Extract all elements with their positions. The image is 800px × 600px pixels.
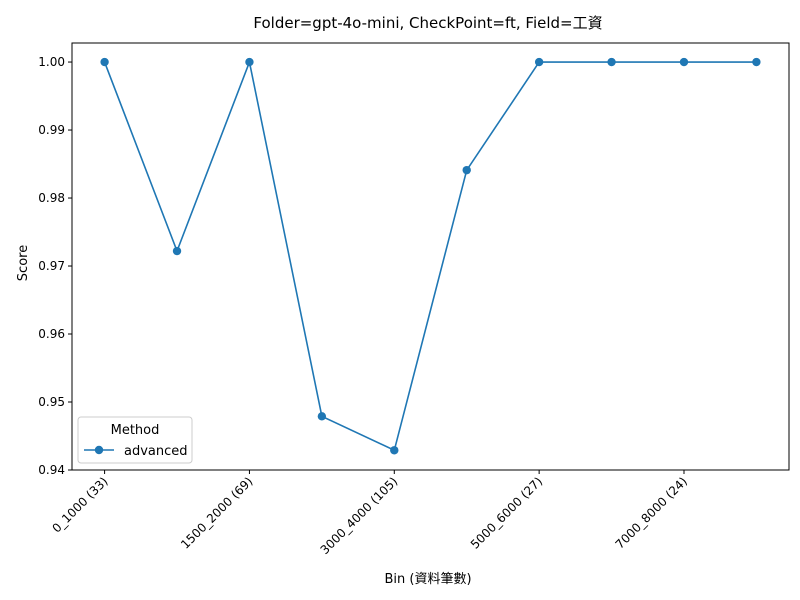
- axes-frame: [71, 42, 790, 471]
- x-axis-label: Bin (資料筆數): [384, 572, 471, 587]
- legend-marker-swatch: [94, 445, 104, 455]
- data-point: [607, 57, 616, 67]
- legend-box: [77, 416, 193, 464]
- y-axis-label: Score: [16, 245, 31, 281]
- data-point: [752, 57, 761, 67]
- data-point: [534, 57, 544, 67]
- series-line-advanced: [103, 59, 757, 452]
- chart-title: Folder=gpt-4o-mini, CheckPoint=ft, Field…: [253, 14, 602, 32]
- y-tick-label: 0.98: [38, 191, 65, 205]
- y-tick-label: 0.97: [38, 259, 65, 273]
- data-point: [462, 165, 471, 175]
- data-point: [679, 57, 689, 67]
- y-tick-label: 0.96: [38, 327, 65, 341]
- data-point: [390, 446, 399, 455]
- data-point: [317, 412, 327, 421]
- y-tick-label: 1.00: [38, 55, 65, 69]
- data-point: [245, 57, 254, 67]
- legend-title: Method: [111, 423, 160, 438]
- y-tick-label: 0.99: [38, 123, 65, 137]
- data-point: [172, 246, 182, 256]
- y-tick-label: 0.95: [38, 395, 65, 409]
- legend-item-label: advanced: [124, 444, 188, 459]
- legend: Method advanced: [77, 416, 193, 464]
- data-point: [100, 57, 109, 67]
- y-tick-label: 0.94: [38, 463, 65, 477]
